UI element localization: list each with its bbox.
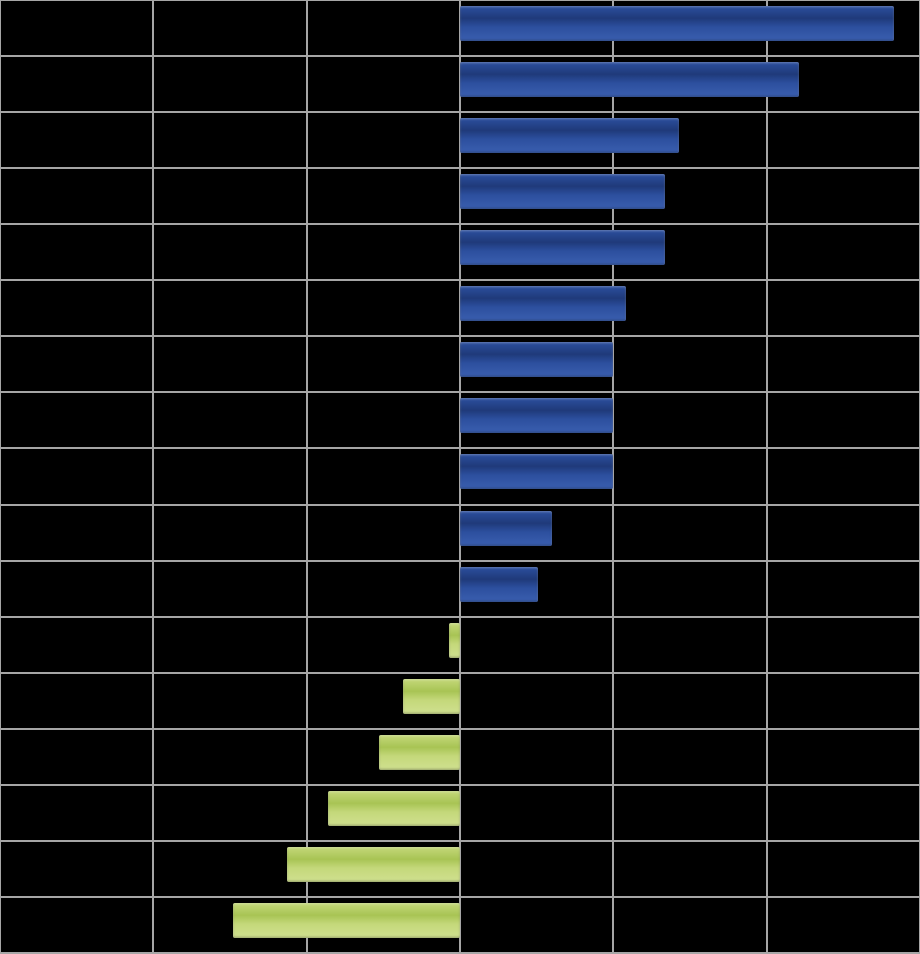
bar — [449, 623, 460, 658]
gridline-horizontal — [0, 0, 920, 1]
bar — [460, 286, 626, 321]
bar — [460, 511, 552, 546]
bar — [460, 118, 679, 153]
gridline-horizontal — [0, 840, 920, 842]
gridline-horizontal — [0, 335, 920, 337]
gridline-vertical — [0, 0, 1, 953]
gridline-vertical — [306, 0, 308, 953]
bar — [460, 62, 799, 97]
bar — [403, 679, 460, 714]
bar — [233, 903, 460, 938]
bar — [460, 567, 538, 602]
gridline-horizontal — [0, 391, 920, 393]
gridline-horizontal — [0, 504, 920, 506]
bar — [328, 791, 460, 826]
bar — [460, 6, 894, 41]
bar — [460, 398, 613, 433]
gridline-horizontal — [0, 560, 920, 562]
plot-area — [0, 0, 920, 953]
gridline-horizontal — [0, 784, 920, 786]
bar — [287, 847, 460, 882]
gridline-horizontal — [0, 111, 920, 113]
bar — [460, 174, 665, 209]
bar-chart — [0, 0, 920, 953]
gridline-horizontal — [0, 896, 920, 898]
gridline-horizontal — [0, 672, 920, 674]
gridline-horizontal — [0, 223, 920, 225]
gridline-horizontal — [0, 447, 920, 449]
bar — [460, 454, 613, 489]
gridline-vertical — [152, 0, 154, 953]
gridline-horizontal — [0, 279, 920, 281]
gridline-horizontal — [0, 167, 920, 169]
gridline-horizontal — [0, 728, 920, 730]
gridline-horizontal — [0, 55, 920, 57]
bar — [460, 342, 613, 377]
bar — [460, 230, 665, 265]
gridline-horizontal — [0, 616, 920, 618]
gridline-vertical — [766, 0, 768, 953]
bar — [379, 735, 460, 770]
